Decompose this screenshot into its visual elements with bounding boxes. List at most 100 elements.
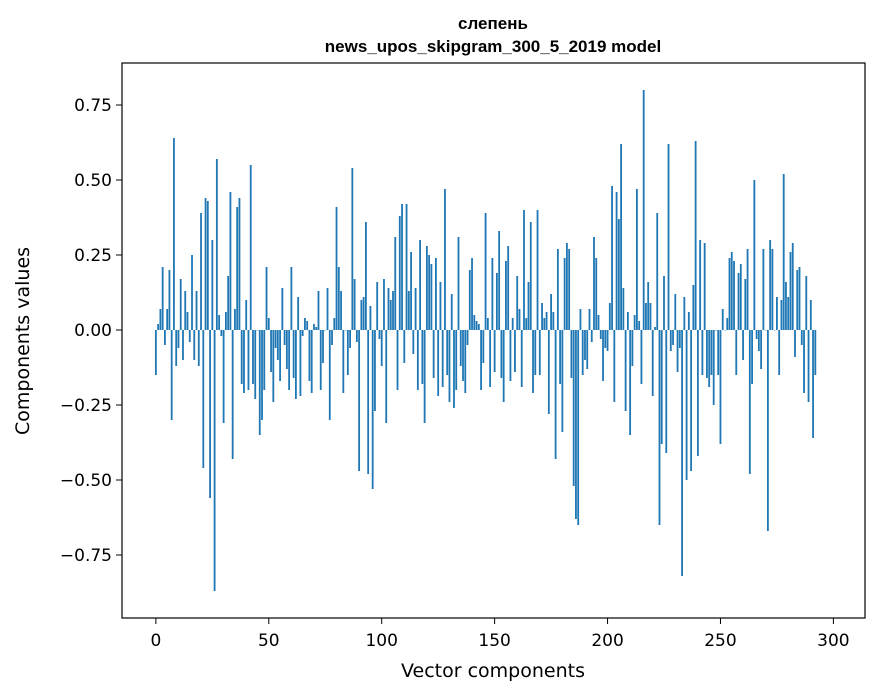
bar <box>466 330 469 345</box>
bar <box>170 330 173 420</box>
y-tick-label: 0.00 <box>74 321 112 341</box>
bar <box>380 330 383 366</box>
bar <box>717 330 720 375</box>
bar <box>751 330 753 384</box>
bar <box>389 300 392 330</box>
bar <box>511 318 514 330</box>
bar <box>805 276 808 330</box>
bar <box>229 192 232 330</box>
bar <box>252 330 254 384</box>
bar <box>785 282 787 330</box>
bar <box>762 249 765 330</box>
bar <box>301 330 304 336</box>
bar <box>532 330 534 393</box>
bar <box>577 330 580 525</box>
bar <box>604 330 607 348</box>
bar <box>500 330 503 378</box>
bar <box>663 276 665 330</box>
y-axis: 0.75 0.50 0.25 0.00 −0.25 −0.50 −0.75 <box>60 96 122 566</box>
bar <box>629 330 632 435</box>
bar <box>168 270 171 330</box>
bar <box>615 192 618 330</box>
bar <box>791 243 794 330</box>
bar <box>674 294 677 330</box>
bar <box>570 330 573 378</box>
bar <box>694 141 697 330</box>
x-axis: 0 50 100 150 200 250 300 <box>150 618 850 651</box>
bar <box>489 330 492 387</box>
bar <box>191 255 193 330</box>
bar <box>249 165 252 330</box>
bar <box>362 297 365 330</box>
bar <box>326 288 329 330</box>
bar <box>360 300 363 330</box>
bar <box>419 240 422 330</box>
bar <box>346 330 349 375</box>
bar <box>213 330 216 591</box>
bar <box>735 330 738 375</box>
bar <box>807 330 810 402</box>
bar <box>692 285 695 330</box>
bar <box>782 174 785 330</box>
bar <box>568 249 571 330</box>
bar <box>270 330 272 372</box>
bar <box>491 258 494 330</box>
x-tick-label: 50 <box>258 631 280 651</box>
bar <box>444 189 446 330</box>
bar <box>538 330 541 375</box>
bar <box>432 330 435 378</box>
bar <box>272 330 275 402</box>
bar <box>556 249 559 330</box>
bar <box>527 282 530 330</box>
bar <box>620 144 622 330</box>
bar <box>608 303 611 330</box>
bar <box>658 330 661 525</box>
bar <box>209 330 211 498</box>
bar <box>561 330 564 432</box>
bar <box>459 330 462 366</box>
bar <box>699 240 702 330</box>
bar <box>175 330 178 366</box>
bar <box>319 330 322 390</box>
bar <box>645 303 647 330</box>
bar <box>240 330 243 384</box>
bar <box>550 294 552 330</box>
bar <box>721 309 724 330</box>
bar <box>599 330 602 339</box>
bar <box>349 330 351 348</box>
bar <box>188 330 191 342</box>
plot-frame <box>121 62 866 619</box>
bar <box>333 318 336 330</box>
bar <box>809 300 812 330</box>
bar <box>186 312 189 330</box>
bar <box>258 330 261 435</box>
bar <box>622 288 625 330</box>
bar <box>261 330 263 420</box>
bar <box>378 330 381 339</box>
bar <box>486 318 489 330</box>
bar <box>195 291 198 330</box>
bar <box>367 330 370 474</box>
y-tick-label: 0.50 <box>74 171 112 191</box>
bar <box>593 237 595 330</box>
bar <box>385 330 388 423</box>
bar <box>737 273 740 330</box>
bar <box>204 198 207 330</box>
bar <box>457 237 460 330</box>
bar <box>371 330 374 489</box>
bar <box>588 309 591 330</box>
bar <box>331 330 333 345</box>
bar <box>416 330 419 390</box>
bar <box>173 138 175 330</box>
bar <box>712 330 715 405</box>
bar <box>435 258 437 330</box>
bar <box>218 315 221 330</box>
bar <box>292 330 295 378</box>
bar <box>387 288 390 330</box>
bar <box>276 330 279 360</box>
bar <box>575 330 577 519</box>
bar <box>667 144 670 330</box>
bar <box>757 330 760 351</box>
bar <box>502 330 505 402</box>
bar <box>572 330 575 486</box>
